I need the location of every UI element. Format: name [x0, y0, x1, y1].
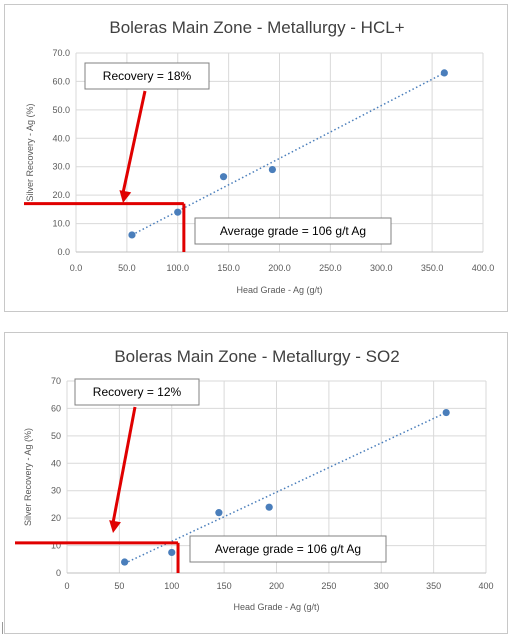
recovery-callout-box [74, 378, 200, 406]
grade-callout-label: Average grade = 106 g/t Ag [215, 542, 361, 556]
y-tick-label: 20.0 [52, 190, 70, 200]
y-tick-label: 30.0 [52, 162, 70, 172]
data-point [215, 509, 223, 517]
grade-callout-box [194, 217, 392, 245]
x-tick-label: 150 [217, 581, 232, 591]
y-tick-label: 20 [51, 513, 61, 523]
x-tick-label: 200 [269, 581, 284, 591]
data-point [168, 548, 176, 557]
y-tick-label: 0.0 [57, 247, 70, 257]
chart-hcl: Boleras Main Zone - Metallurgy - HCL+ 0.0… [24, 18, 495, 295]
x-tick-label: 200.0 [268, 263, 291, 273]
x-axis-label: Head Grade - Ag (g/t) [236, 285, 322, 295]
data-point [442, 408, 450, 417]
x-tick-label: 400.0 [472, 263, 495, 273]
y-tick-label: 60.0 [52, 76, 70, 86]
x-tick-label: 250.0 [319, 263, 342, 273]
recovery-callout-box [84, 62, 210, 90]
page-edge-mark [2, 622, 3, 634]
x-tick-label: 100.0 [166, 263, 189, 273]
data-point [174, 208, 182, 216]
grade-callout-box [189, 535, 387, 563]
chart-panel-so2: Boleras Main Zone - Metallurgy - SO2 0 10 2… [4, 332, 508, 634]
y-tick-label: 70.0 [52, 48, 70, 58]
x-axis-label: Head Grade - Ag (g/t) [233, 602, 319, 612]
y-tick-label: 10.0 [52, 219, 70, 229]
recovery-arrow-shaft [111, 406, 137, 524]
trendline [124, 411, 447, 565]
recovery-arrow-head [109, 520, 121, 533]
recovery-arrow-head [119, 190, 132, 203]
x-tick-label: 300 [374, 581, 389, 591]
y-tick-label: 50 [51, 431, 61, 441]
y-tick-label: 70 [51, 376, 61, 386]
x-tick-label: 100 [164, 581, 179, 591]
trendline [131, 72, 445, 236]
data-point [128, 231, 136, 239]
y-tick-label: 10 [51, 541, 61, 551]
x-tick-label: 50 [114, 581, 124, 591]
x-tick-label: 350.0 [421, 263, 444, 273]
chart-so2: Boleras Main Zone - Metallurgy - SO2 0 10 2… [15, 347, 494, 612]
chart-title: Boleras Main Zone - Metallurgy - HCL+ [109, 18, 404, 37]
x-tick-label: 250 [321, 581, 336, 591]
y-tick-label: 40 [51, 458, 61, 468]
y-tick-label: 0 [56, 568, 61, 578]
x-tick-label: 0 [64, 581, 69, 591]
y-axis-label: Silver Recovery - Ag (%) [23, 428, 33, 526]
x-tick-label: 300.0 [370, 263, 393, 273]
recovery-callout-label: Recovery = 18% [103, 69, 192, 83]
data-point [440, 69, 448, 77]
y-tick-label: 30 [51, 486, 61, 496]
chart-panel-hcl: Boleras Main Zone - Metallurgy - HCL+ 0.0… [4, 4, 508, 312]
recovery-callout-label: Recovery = 12% [93, 385, 182, 399]
grade-callout-label: Average grade = 106 g/t Ag [220, 224, 366, 238]
data-point [219, 173, 228, 181]
y-tick-label: 50.0 [52, 105, 70, 115]
x-tick-label: 350 [426, 581, 441, 591]
x-tick-label: 400 [478, 581, 493, 591]
data-point [265, 503, 273, 511]
data-point [121, 558, 129, 566]
data-point [268, 165, 276, 174]
x-tick-label: 0.0 [70, 263, 83, 273]
x-tick-label: 150.0 [217, 263, 240, 273]
y-tick-label: 60 [51, 403, 61, 413]
y-axis-label: Silver Recovery - Ag (%) [25, 103, 35, 201]
recovery-arrow-shaft [121, 90, 147, 194]
x-tick-label: 50.0 [118, 263, 136, 273]
chart-title: Boleras Main Zone - Metallurgy - SO2 [114, 347, 399, 366]
y-tick-label: 40.0 [52, 133, 70, 143]
